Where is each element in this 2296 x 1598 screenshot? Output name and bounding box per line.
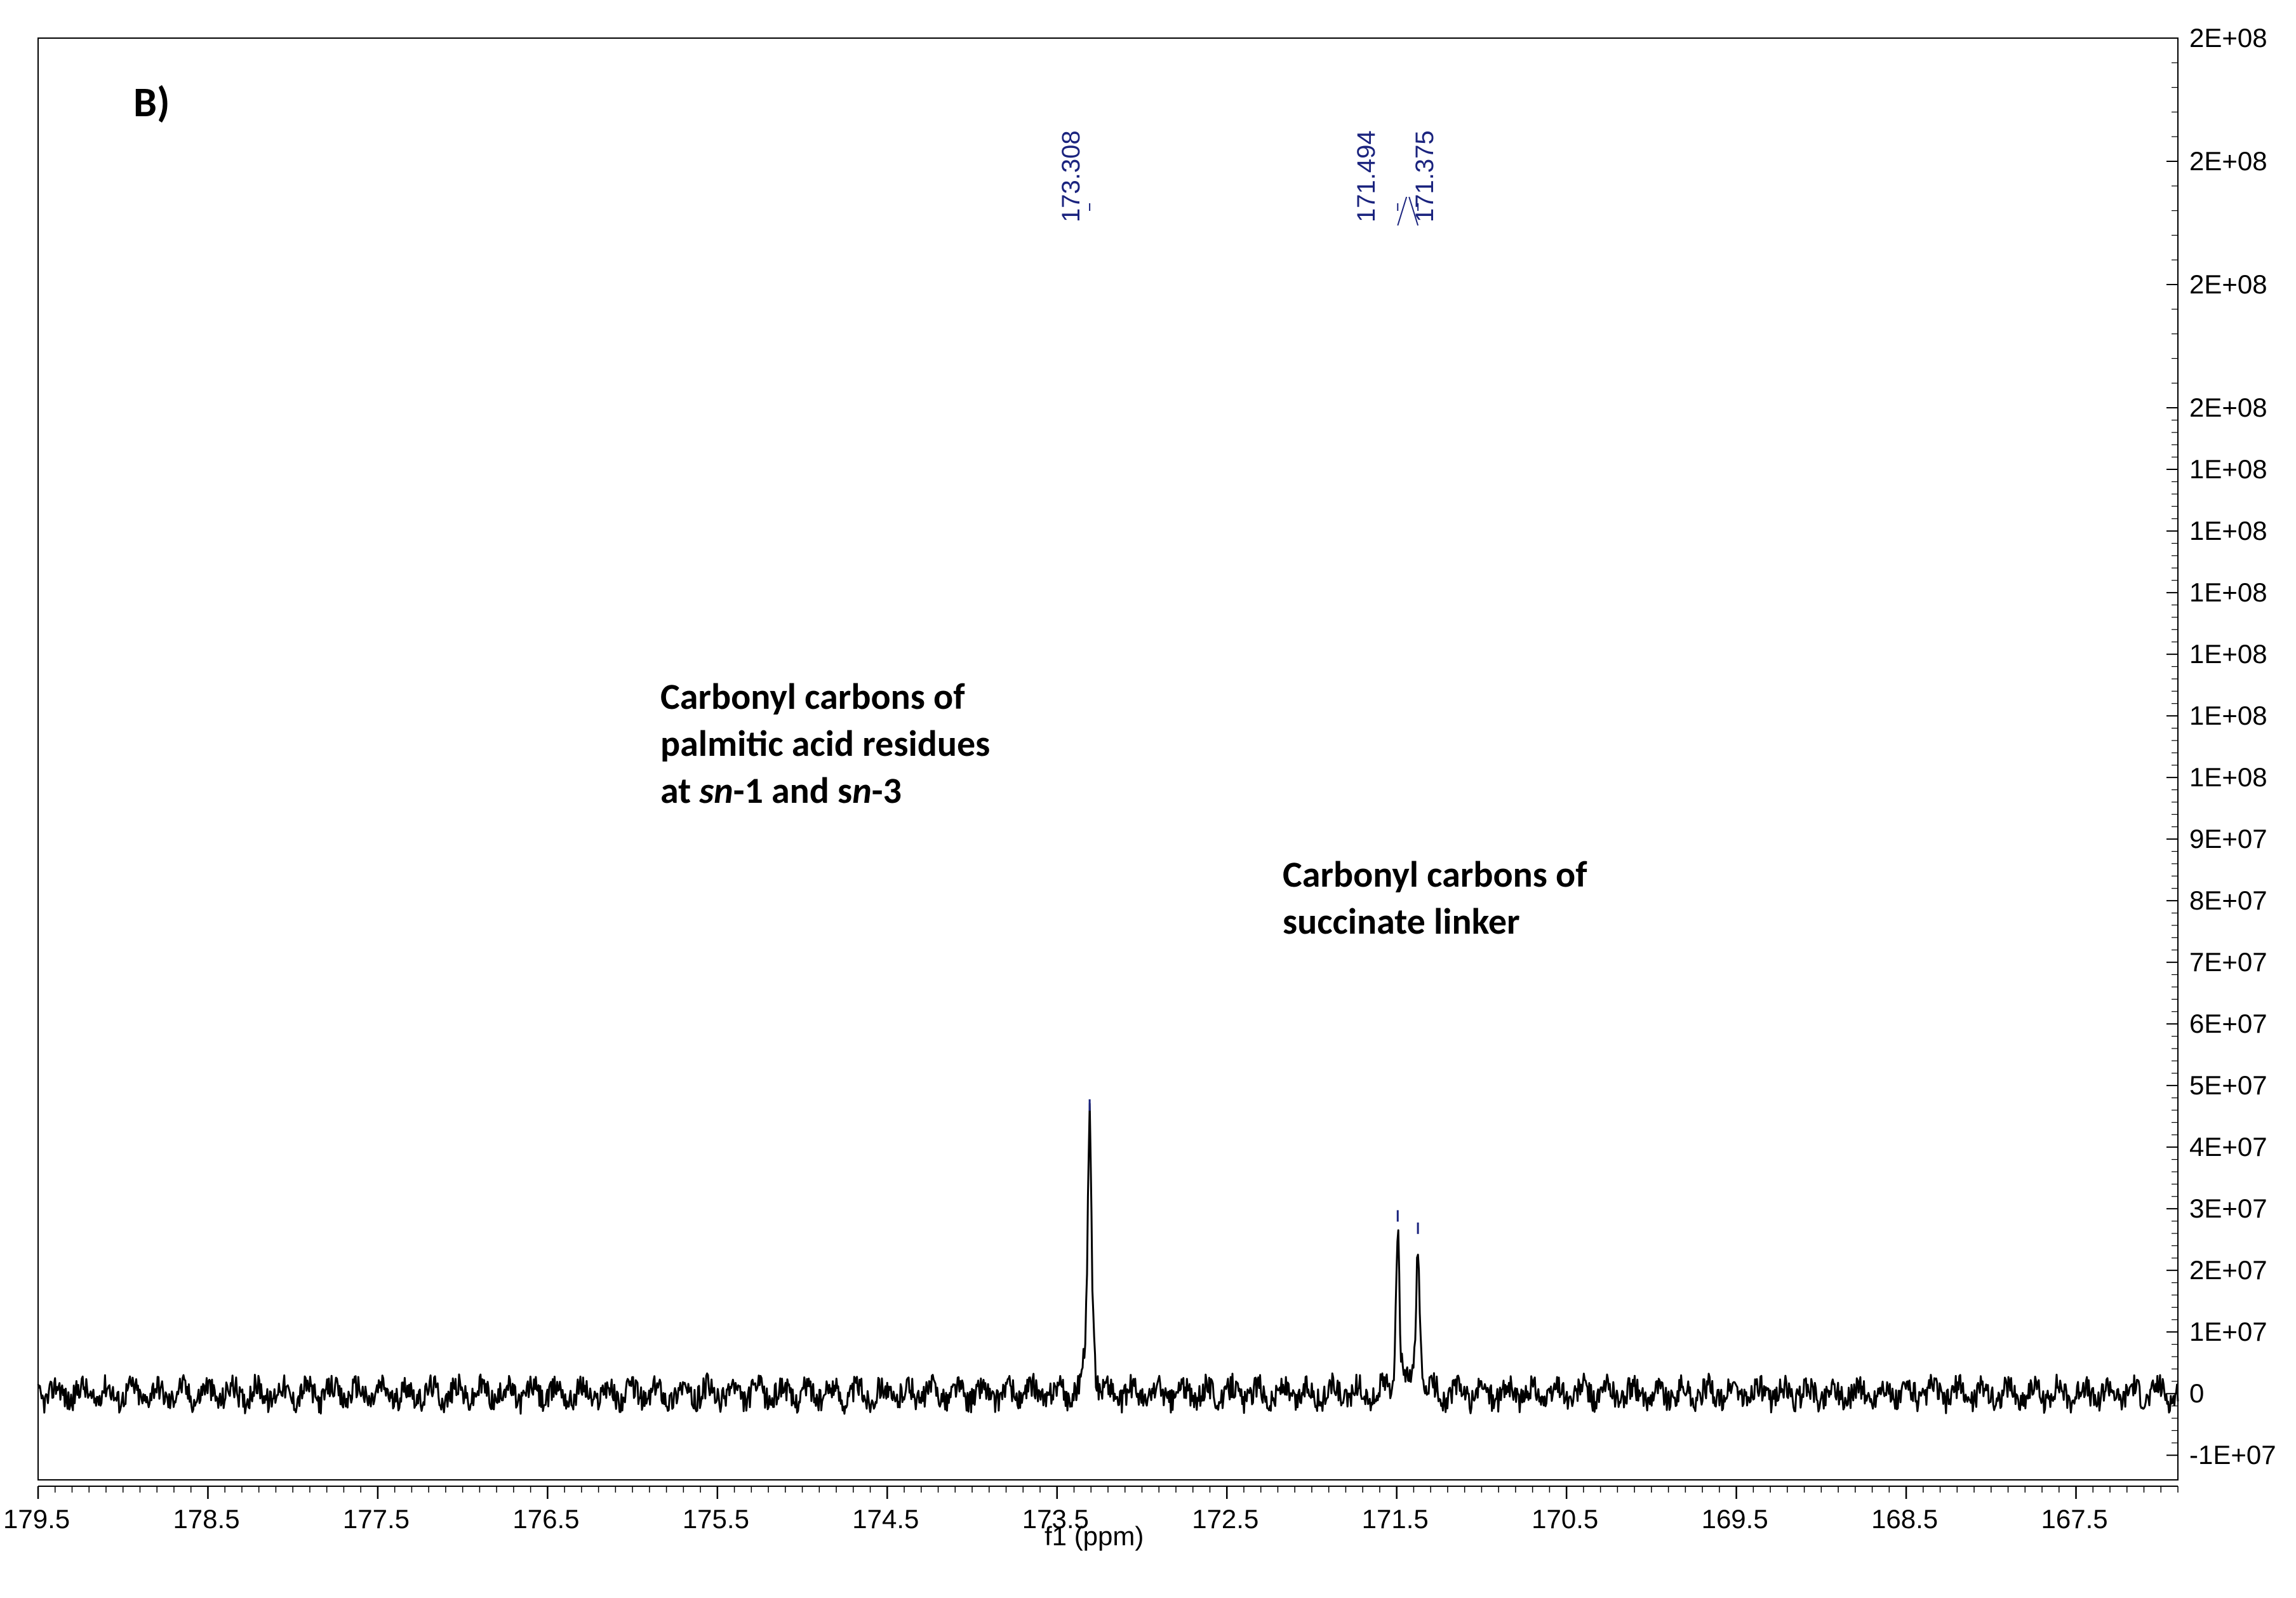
peak-label: 171.494: [1352, 130, 1381, 222]
y-tick-label: 1E+08: [2189, 639, 2267, 669]
y-tick-label: 1E+07: [2189, 1317, 2267, 1347]
y-tick-label: 6E+07: [2189, 1009, 2267, 1039]
x-tick-label: 171.5: [1362, 1504, 1429, 1534]
x-tick-label: 167.5: [2041, 1504, 2108, 1534]
y-tick-label: 2E+08: [2189, 146, 2267, 177]
y-tick-label: 1E+08: [2189, 701, 2267, 731]
x-tick-label: 176.5: [512, 1504, 579, 1534]
x-tick-label: 172.5: [1192, 1504, 1258, 1534]
y-tick-label: 4E+07: [2189, 1132, 2267, 1162]
x-tick-label: 170.5: [1532, 1504, 1598, 1534]
y-tick-label: 1E+08: [2189, 454, 2267, 485]
nmr-spectrum-plot: [0, 0, 2296, 1598]
y-tick-label: 2E+08: [2189, 269, 2267, 300]
figure-container: B) f1 (ppm) Carbonyl carbons ofpalmitic …: [0, 0, 2296, 1598]
y-tick-label: -1E+07: [2189, 1440, 2276, 1470]
x-tick-label: 175.5: [683, 1504, 749, 1534]
y-tick-label: 5E+07: [2189, 1070, 2267, 1101]
annotation-palmitic: Carbonyl carbons ofpalmitic acid residue…: [660, 673, 990, 814]
panel-label: B): [133, 76, 170, 128]
y-tick-label: 2E+08: [2189, 393, 2267, 423]
peak-label: 173.308: [1057, 130, 1086, 222]
annotation-succinate: Carbonyl carbons ofsuccinate linker: [1283, 851, 1587, 945]
x-tick-label: 174.5: [852, 1504, 919, 1534]
x-tick-label: 173.5: [1022, 1504, 1089, 1534]
x-tick-label: 178.5: [173, 1504, 239, 1534]
y-tick-label: 9E+07: [2189, 824, 2267, 854]
y-tick-label: 1E+08: [2189, 762, 2267, 793]
y-tick-label: 8E+07: [2189, 885, 2267, 916]
y-tick-label: 2E+07: [2189, 1255, 2267, 1286]
peak-label: 171.375: [1411, 130, 1439, 222]
x-tick-label: 179.5: [3, 1504, 70, 1534]
y-tick-label: 1E+08: [2189, 577, 2267, 608]
y-tick-label: 2E+08: [2189, 23, 2267, 53]
x-tick-label: 169.5: [1702, 1504, 1768, 1534]
y-tick-label: 0: [2189, 1378, 2204, 1409]
y-tick-label: 7E+07: [2189, 947, 2267, 977]
y-tick-label: 1E+08: [2189, 516, 2267, 546]
x-tick-label: 177.5: [343, 1504, 410, 1534]
x-tick-label: 168.5: [1871, 1504, 1938, 1534]
y-tick-label: 3E+07: [2189, 1193, 2267, 1224]
